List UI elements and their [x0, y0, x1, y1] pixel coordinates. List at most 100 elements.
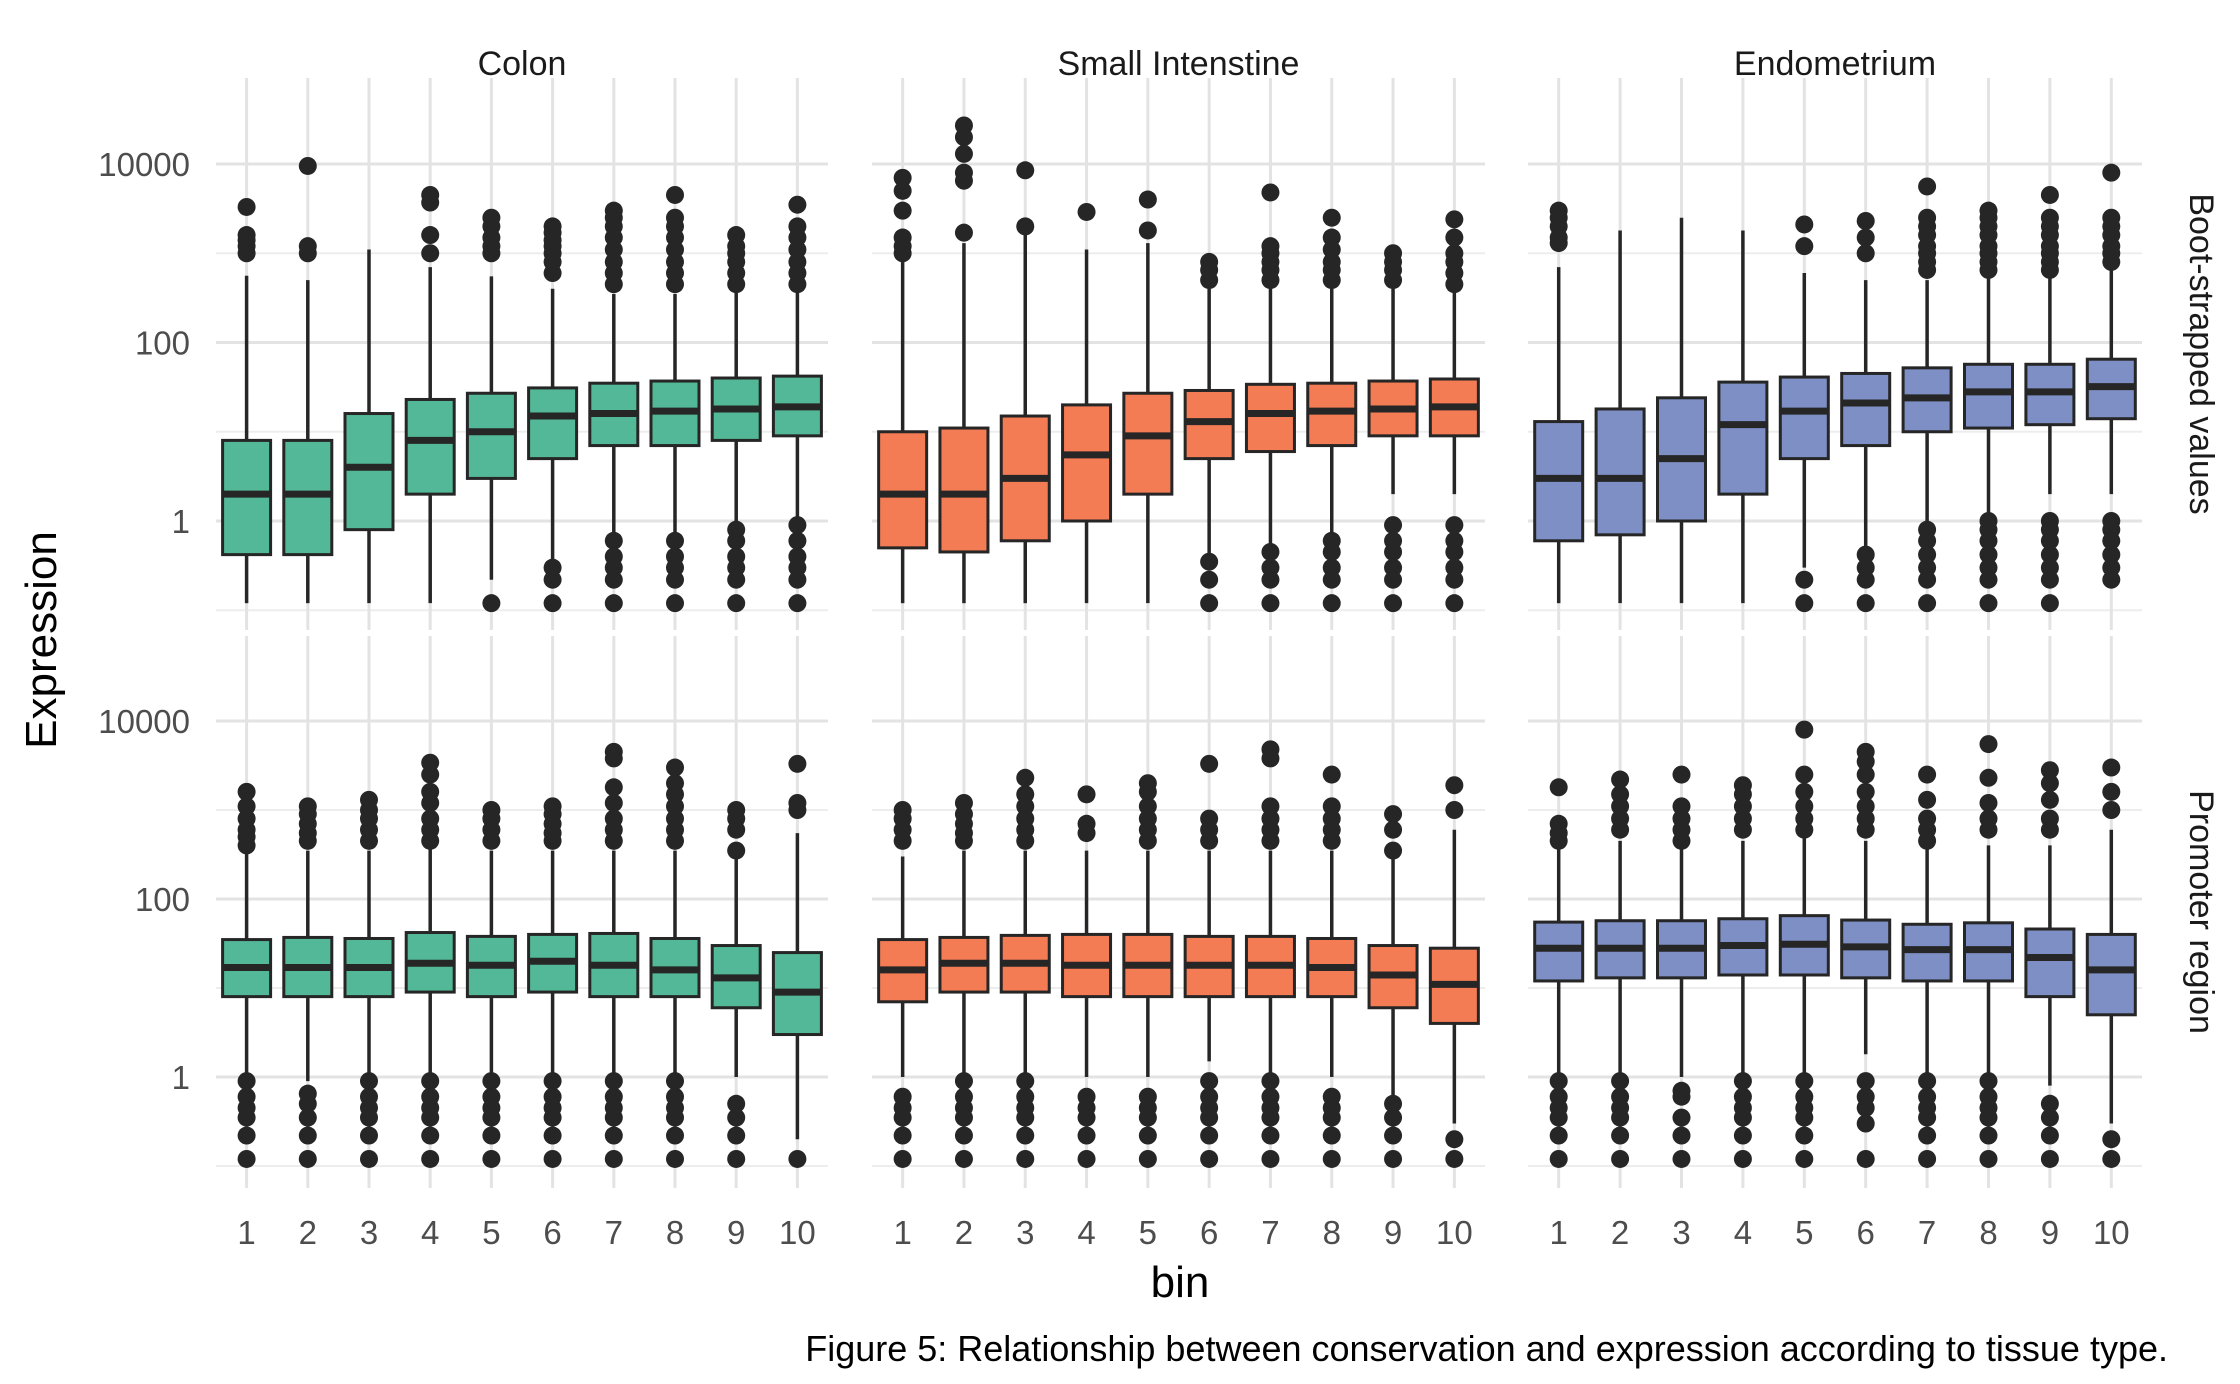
- outlier-point: [1918, 260, 1937, 279]
- outlier-point: [1261, 1126, 1280, 1145]
- box-iqr: [465, 391, 517, 480]
- outlier-point: [543, 1149, 562, 1168]
- outlier-point: [1445, 210, 1464, 229]
- outlier-point: [604, 793, 623, 812]
- outlier-point: [1445, 516, 1464, 535]
- box-bin-6: [1183, 754, 1235, 1168]
- outlier-point: [1077, 824, 1096, 843]
- outlier-point: [1549, 234, 1568, 253]
- x-tick-label: 7: [605, 1214, 623, 1251]
- outlier-point: [1200, 271, 1219, 290]
- outlier-point: [1611, 1149, 1630, 1168]
- outlier-point: [1795, 215, 1814, 234]
- outlier-point: [727, 570, 746, 589]
- outlier-point: [666, 240, 684, 259]
- box-bin-5: [465, 208, 517, 613]
- outlier-point: [543, 594, 562, 613]
- outlier-point: [1979, 594, 1998, 613]
- outlier-point: [1795, 1149, 1814, 1168]
- outlier-point: [1138, 1126, 1157, 1145]
- outlier-point: [2040, 790, 2059, 809]
- outlier-point: [237, 1126, 256, 1145]
- outlier-point: [1979, 570, 1998, 589]
- outlier-point: [1445, 776, 1464, 795]
- outlier-point: [237, 797, 256, 816]
- outlier-point: [1138, 1108, 1157, 1127]
- outlier-point: [1200, 1108, 1219, 1127]
- box-bin-3: [999, 161, 1051, 604]
- box-bin-5: [465, 801, 517, 1168]
- x-tick-label: 2: [1611, 1214, 1629, 1251]
- outlier-point: [1445, 1149, 1464, 1168]
- outlier-point: [788, 1149, 807, 1168]
- outlier-point: [1795, 1072, 1814, 1091]
- x-axis-title: bin: [1151, 1258, 1210, 1307]
- outlier-point: [1611, 1072, 1630, 1091]
- outlier-point: [1384, 542, 1403, 561]
- outlier-point: [1672, 1126, 1691, 1145]
- box-bin-8: [1963, 201, 2014, 613]
- outlier-point: [1200, 831, 1219, 850]
- outlier-point: [1445, 801, 1464, 819]
- outlier-point: [1261, 749, 1280, 768]
- outlier-point: [298, 1094, 317, 1113]
- outlier-point: [1200, 594, 1219, 613]
- outlier-point: [1611, 770, 1630, 789]
- outlier-point: [1672, 1108, 1691, 1127]
- outlier-point: [237, 1149, 256, 1168]
- row-strip-label: Boot-strapped values: [2182, 193, 2220, 514]
- outlier-point: [954, 1072, 973, 1091]
- outlier-point: [604, 1108, 623, 1127]
- outlier-point: [1918, 1108, 1937, 1127]
- outlier-point: [788, 275, 807, 294]
- outlier-point: [1445, 570, 1464, 589]
- outlier-point: [298, 1108, 317, 1127]
- box-iqr: [938, 426, 990, 554]
- box-bin-7: [1244, 740, 1296, 1168]
- outlier-point: [1856, 1149, 1875, 1168]
- outlier-point: [893, 201, 912, 220]
- outlier-point: [1445, 275, 1464, 294]
- outlier-point: [2040, 185, 2059, 204]
- x-tick-label: 5: [482, 1214, 500, 1251]
- outlier-point: [2040, 1149, 2059, 1168]
- x-tick-label: 2: [955, 1214, 973, 1251]
- box-bin-8: [1306, 765, 1358, 1168]
- outlier-point: [1077, 1108, 1096, 1127]
- outlier-point: [1856, 752, 1875, 771]
- outlier-point: [237, 1108, 256, 1127]
- outlier-point: [1261, 1072, 1280, 1091]
- outlier-point: [893, 244, 912, 263]
- box-bin-9: [2024, 185, 2076, 613]
- outlier-point: [482, 244, 501, 263]
- box-bin-9: [1367, 805, 1419, 1168]
- x-tick-label: 1: [237, 1214, 255, 1251]
- outlier-point: [1322, 271, 1341, 290]
- outlier-point: [954, 831, 973, 850]
- outlier-point: [1611, 1126, 1630, 1145]
- outlier-point: [788, 801, 807, 819]
- outlier-point: [666, 594, 684, 613]
- outlier-point: [954, 1108, 973, 1127]
- outlier-point: [1445, 594, 1464, 613]
- outlier-point: [1856, 1072, 1875, 1091]
- outlier-point: [1384, 1094, 1403, 1113]
- outlier-point: [666, 797, 684, 816]
- outlier-point: [1611, 820, 1630, 839]
- outlier-point: [727, 1149, 746, 1168]
- box-bin-8: [649, 185, 701, 613]
- x-tick-label: 2: [299, 1214, 317, 1251]
- box-bin-7: [588, 201, 640, 613]
- x-tick-label: 10: [2093, 1214, 2130, 1251]
- outlier-point: [1918, 831, 1937, 850]
- outlier-point: [2040, 1094, 2059, 1113]
- outlier-point: [954, 144, 973, 163]
- outlier-point: [1979, 545, 1998, 564]
- outlier-point: [604, 1072, 623, 1091]
- outlier-point: [1795, 720, 1814, 739]
- outlier-point: [1016, 1149, 1035, 1168]
- outlier-point: [1918, 545, 1937, 564]
- outlier-point: [1261, 831, 1280, 850]
- x-tick-label: 5: [1139, 1214, 1157, 1251]
- box-bin-9: [710, 801, 762, 1168]
